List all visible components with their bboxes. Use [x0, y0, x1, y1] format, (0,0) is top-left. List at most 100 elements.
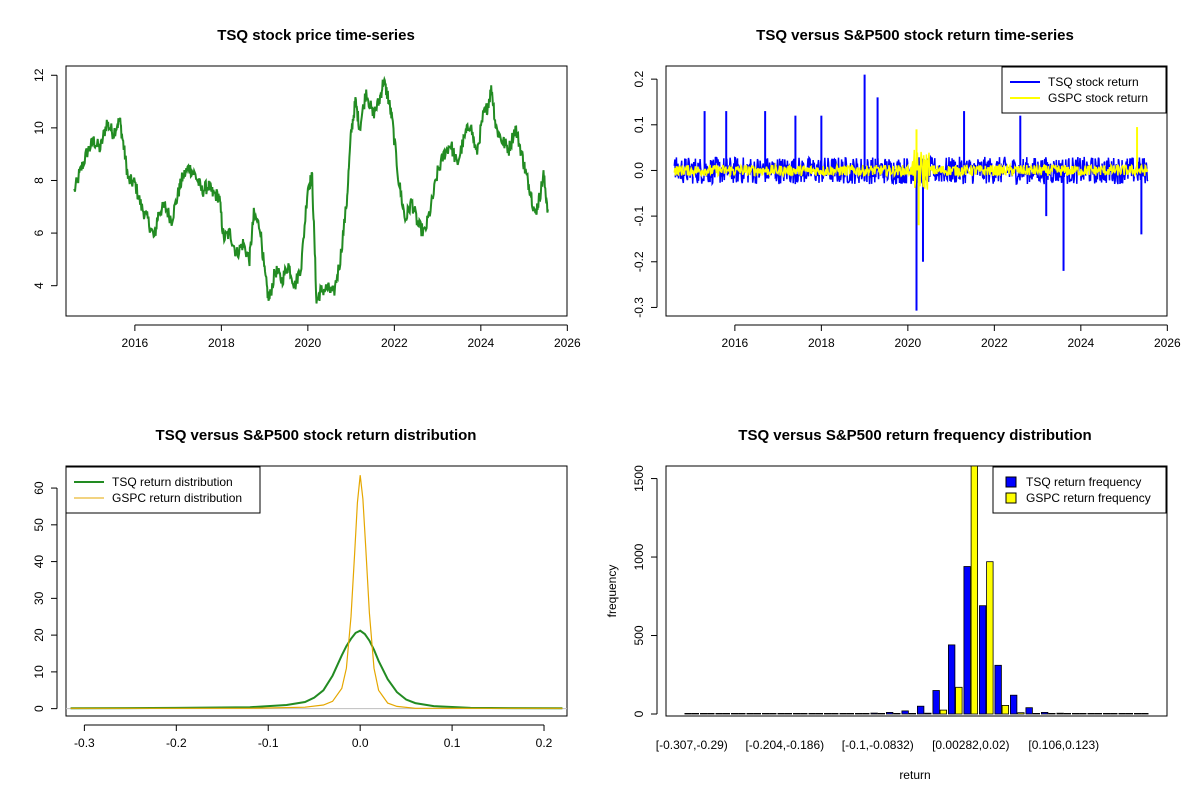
tsq-freq-bar	[1056, 712, 1064, 715]
tsq-price-line	[73, 75, 549, 304]
gspc-freq-bar	[1063, 713, 1071, 715]
gspc-freq-bar	[815, 713, 823, 715]
gspc-freq-bar	[1032, 713, 1040, 715]
tsq-freq-bar	[839, 713, 847, 715]
legend-gspc-label: GSPC return frequency	[1026, 491, 1151, 505]
y-tick-label: 0	[32, 705, 46, 712]
x-tick-label: 2020	[894, 336, 921, 350]
tsq-freq-bar	[700, 713, 708, 715]
density-chart-title: TSQ versus S&P500 stock return distribut…	[156, 427, 477, 444]
legend-gspc-label: GSPC return distribution	[112, 491, 242, 505]
gspc-freq-bar	[846, 713, 854, 715]
gspc-freq-bar	[1048, 713, 1056, 715]
x-tick-label: 2020	[294, 336, 321, 350]
x-tick-label: [0.106,0.123)	[1028, 738, 1099, 752]
tsq-freq-bar	[1103, 713, 1111, 715]
return-timeseries-frame	[665, 65, 1168, 317]
y-tick-label: 30	[32, 591, 46, 605]
legend-box	[992, 466, 1167, 514]
x-tick-label: 0.2	[536, 736, 553, 750]
tsq-freq-bar	[932, 690, 940, 715]
gspc-freq-bar	[1141, 713, 1149, 715]
gspc-freq-bar	[924, 712, 932, 715]
x-tick-label: -0.2	[166, 736, 187, 750]
gspc-freq-bar	[1110, 713, 1118, 715]
y-tick-label: 40	[32, 555, 46, 569]
legend-tsq-label: TSQ return frequency	[1026, 475, 1141, 489]
gspc-freq-bar	[1079, 713, 1087, 715]
tsq-freq-bar	[1041, 712, 1049, 715]
x-tick-label: [-0.204,-0.186)	[745, 738, 824, 752]
x-tick-label: 2024	[1067, 336, 1094, 350]
density-panel: TSQ versus S&P500 stock return distribut…	[32, 427, 568, 750]
tsq-freq-bar	[1072, 713, 1080, 715]
tsq-freq-bar	[901, 710, 909, 715]
gspc-freq-bar	[784, 713, 792, 715]
y-tick-label: 0.1	[632, 116, 646, 133]
price-panel: TSQ stock price time-series 2016 2018 2020…	[32, 27, 581, 350]
tsq-freq-bar	[979, 605, 987, 715]
tsq-freq-bar	[994, 664, 1002, 715]
gspc-freq-bar	[831, 713, 839, 715]
x-tick-label: 0.0	[352, 736, 369, 750]
y-tick-label: 0.2	[632, 70, 646, 87]
tsq-freq-bar	[870, 712, 878, 715]
y-tick-label: 10	[32, 665, 46, 679]
gspc-freq-bar	[893, 713, 901, 715]
histogram-legend: TSQ return frequency GSPC return frequen…	[992, 466, 1167, 514]
y-tick-label: 50	[32, 518, 46, 532]
tsq-freq-bar	[886, 712, 894, 715]
x-tick-label: 2026	[554, 336, 581, 350]
return-timeseries-title: TSQ versus S&P500 stock return time-seri…	[756, 27, 1074, 44]
gspc-freq-bar	[753, 713, 761, 715]
legend-box	[65, 466, 261, 514]
x-tick-label: 2026	[1154, 336, 1181, 350]
x-tick-label: 2018	[208, 336, 235, 350]
y-tick-label: 1500	[632, 465, 646, 492]
gspc-freq-bar	[707, 713, 715, 715]
histogram-x-label: return	[899, 768, 930, 782]
tsq-return-line	[673, 154, 1149, 187]
tsq-freq-bar	[824, 713, 832, 715]
legend-tsq-label: TSQ stock return	[1048, 75, 1139, 89]
gspc-freq-bar	[1125, 713, 1133, 715]
tsq-freq-bar	[855, 713, 863, 715]
gspc-freq-bar	[986, 561, 994, 715]
x-tick-label: -0.1	[258, 736, 279, 750]
x-tick-label: 2024	[467, 336, 494, 350]
y-tick-label: -0.1	[632, 205, 646, 226]
y-tick-label: 0.0	[632, 162, 646, 179]
tsq-freq-bar	[731, 713, 739, 715]
gspc-freq-bar	[939, 709, 947, 715]
return-timeseries-panel: TSQ versus S&P500 stock return time-seri…	[632, 27, 1181, 350]
tsq-freq-bar	[1087, 713, 1095, 715]
gspc-freq-bar	[955, 686, 963, 715]
return-timeseries-legend: TSQ stock return GSPC stock return	[1001, 66, 1167, 114]
gspc-freq-bar	[1017, 712, 1025, 715]
tsq-freq-bar	[793, 713, 801, 715]
gspc-freq-bar	[877, 713, 885, 715]
tsq-freq-bar	[777, 713, 785, 715]
x-tick-label: 2022	[981, 336, 1008, 350]
histogram-plot-frame	[665, 465, 1168, 717]
y-tick-label: 60	[32, 481, 46, 495]
tsq-freq-bar	[762, 713, 770, 715]
gspc-freq-bar	[1094, 713, 1102, 715]
x-tick-label: 2022	[381, 336, 408, 350]
density-plot-frame	[65, 465, 568, 717]
tsq-freq-bar	[684, 713, 692, 715]
tsq-freq-bar	[1134, 713, 1142, 715]
gspc-freq-bar	[722, 713, 730, 715]
y-tick-label: 8	[32, 177, 46, 184]
tsq-freq-bar	[1025, 707, 1033, 715]
price-plot-frame	[65, 65, 568, 317]
gspc-freq-bar	[862, 713, 870, 715]
legend-gspc-swatch	[1005, 492, 1017, 504]
tsq-freq-bar	[1010, 694, 1018, 715]
y-tick-label: 1000	[632, 543, 646, 570]
gspc-return-line	[673, 149, 1149, 190]
y-tick-label: -0.2	[632, 251, 646, 272]
histogram-chart-title: TSQ versus S&P500 return frequency distr…	[738, 427, 1091, 444]
